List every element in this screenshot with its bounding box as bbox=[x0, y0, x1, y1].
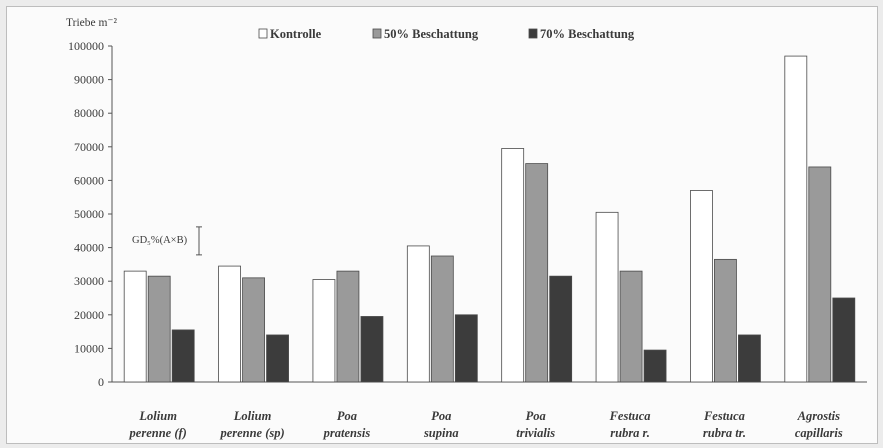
bar-kontrolle-2 bbox=[312, 279, 336, 383]
bar-50-beschattung-2 bbox=[336, 270, 360, 383]
gd-annotation-label: GD₅%(A×B) bbox=[132, 235, 188, 246]
bar-kontrolle-0 bbox=[123, 270, 147, 383]
y-tick-label: 70000 bbox=[74, 140, 104, 154]
annotation: GD₅%(A×B) bbox=[132, 226, 202, 256]
category-label-line1: Poa bbox=[526, 409, 546, 423]
category-label-line2: supina bbox=[423, 426, 459, 440]
category-label-line1: Festuca bbox=[609, 409, 651, 423]
y-axis-label: Triebe m⁻² bbox=[66, 17, 117, 29]
category-label-line2: perenne (sp) bbox=[219, 426, 284, 440]
bar-kontrolle-7 bbox=[784, 55, 808, 383]
bar-50-beschattung-4 bbox=[525, 163, 549, 383]
bar-70-beschattung-1 bbox=[266, 334, 289, 383]
category-label-line2: pratensis bbox=[323, 426, 371, 440]
y-tick-label: 60000 bbox=[74, 173, 104, 187]
bar-50-beschattung-5 bbox=[619, 270, 643, 383]
bar-kontrolle-5 bbox=[595, 211, 619, 383]
chart-panel: 0 10000 20000 30000 40000 50000 60000 70000 8000… bbox=[6, 6, 878, 444]
bar-kontrolle-4 bbox=[501, 148, 525, 383]
y-tick-label: 40000 bbox=[74, 241, 104, 255]
bar-50-beschattung-7 bbox=[808, 166, 832, 383]
category-label-line1: Festuca bbox=[703, 409, 745, 423]
y-tick-label: 30000 bbox=[74, 274, 104, 288]
bar-70-beschattung-0 bbox=[171, 329, 195, 383]
category-label-line1: Poa bbox=[431, 409, 451, 423]
legend-swatch-0 bbox=[258, 28, 268, 39]
bar-kontrolle-3 bbox=[406, 245, 430, 383]
y-tick-label: 100000 bbox=[68, 39, 104, 53]
category-label-line1: Lolium bbox=[233, 409, 272, 423]
category-label-line1: Lolium bbox=[138, 409, 177, 423]
legend-label-2: 70% Beschattung bbox=[540, 27, 635, 41]
y-tick-label: 0 bbox=[98, 375, 104, 389]
bar-70-beschattung-4 bbox=[549, 275, 573, 383]
bar-50-beschattung-0 bbox=[147, 275, 171, 383]
bar-70-beschattung-7 bbox=[832, 297, 856, 383]
legend-label-1: 50% Beschattung bbox=[384, 27, 479, 41]
category-label-line2: capillaris bbox=[795, 426, 843, 440]
bar-50-beschattung-3 bbox=[430, 255, 454, 383]
legend-swatch-2 bbox=[528, 28, 538, 39]
bar-70-beschattung-2 bbox=[360, 316, 384, 383]
bar-70-beschattung-5 bbox=[643, 349, 667, 383]
y-tick-label: 20000 bbox=[74, 308, 104, 322]
y-tick-label: 90000 bbox=[74, 73, 104, 87]
bar-kontrolle-1 bbox=[218, 265, 241, 383]
category-label-line2: trivialis bbox=[516, 426, 555, 440]
category-label-line2: perenne (f) bbox=[129, 426, 187, 440]
y-tick-label: 50000 bbox=[74, 207, 104, 221]
category-label-line1: Agrostis bbox=[797, 409, 841, 423]
bar-chart: 0 10000 20000 30000 40000 50000 60000 70000 8000… bbox=[66, 17, 867, 440]
y-tick-label: 10000 bbox=[74, 341, 104, 355]
legend-label-0: Kontrolle bbox=[270, 27, 322, 41]
legend: Kontrolle 50% Beschattung 70% Beschattung bbox=[258, 27, 635, 41]
category-labels: Lolium perenne (f) Lolium perenne (sp) Poa pr… bbox=[129, 409, 843, 440]
bar-70-beschattung-6 bbox=[738, 334, 761, 383]
category-label-line2: rubra tr. bbox=[703, 426, 746, 440]
y-tick-label: 80000 bbox=[74, 106, 104, 120]
bar-50-beschattung-6 bbox=[714, 258, 737, 383]
bars bbox=[123, 55, 856, 383]
category-label-line1: Poa bbox=[337, 409, 357, 423]
y-ticks: 0 10000 20000 30000 40000 50000 60000 70000 8000… bbox=[68, 39, 112, 389]
bar-50-beschattung-1 bbox=[242, 277, 265, 383]
bar-70-beschattung-3 bbox=[454, 314, 478, 383]
bar-kontrolle-6 bbox=[690, 190, 713, 383]
legend-swatch-1 bbox=[372, 28, 382, 39]
category-label-line2: rubra r. bbox=[610, 426, 650, 440]
